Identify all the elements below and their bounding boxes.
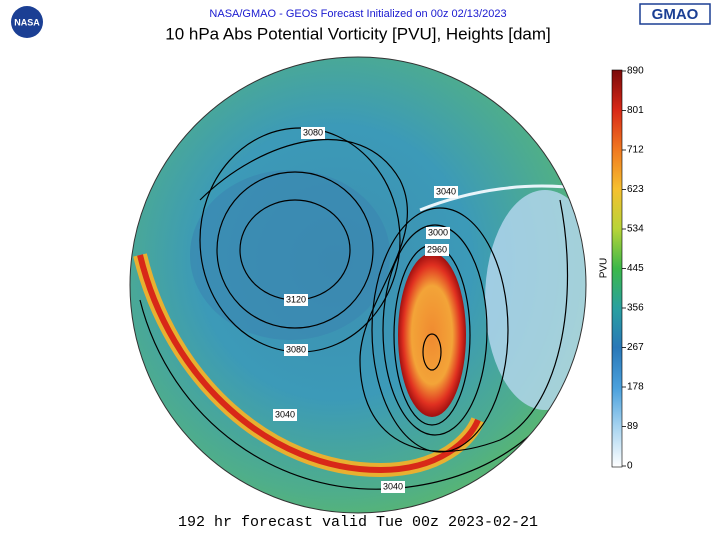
gmao-logo — [639, 3, 711, 25]
contour-label: 3040 — [436, 186, 456, 196]
label-bg — [425, 244, 449, 256]
colorbar-tick-label: 89 — [627, 421, 639, 432]
nasa-logo — [11, 6, 43, 38]
logo-text: NASA — [14, 17, 40, 27]
label-bg — [301, 127, 325, 139]
logo-text: GMAO — [652, 6, 699, 23]
colorbar-tick-label: 623 — [627, 184, 644, 195]
colorbar-tick-label: 356 — [627, 303, 644, 314]
map-field — [130, 57, 586, 513]
contour-label: 3040 — [383, 481, 403, 491]
label-bg — [434, 186, 458, 198]
contour-label: 2960 — [427, 244, 447, 254]
colorbar-tick-label: 534 — [627, 224, 644, 235]
source-line: NASA/GMAO - GEOS Forecast Initialized on… — [209, 8, 506, 20]
map-title: 10 hPa Abs Potential Vorticity [PVU], He… — [165, 24, 551, 43]
map-border — [129, 56, 587, 514]
colorbar-tick-label: 178 — [627, 382, 644, 393]
contour-label: 3120 — [286, 294, 306, 304]
colorbar-tick-label: 0 — [627, 461, 633, 472]
colorbar-tick-label: 445 — [627, 263, 644, 274]
colorbar-tick-label: 801 — [627, 105, 644, 116]
label-bg — [273, 409, 297, 421]
label-bg — [284, 294, 308, 306]
colorbar-label: PVU — [599, 258, 610, 279]
colorbar-tick-label: 712 — [627, 145, 644, 156]
contour-label: 3040 — [275, 409, 295, 419]
colorbar-tick-label: 890 — [627, 66, 644, 77]
contour-label: 3000 — [428, 227, 448, 237]
label-bg — [426, 227, 450, 239]
colorbar — [611, 69, 623, 468]
contour-label: 3080 — [286, 344, 306, 354]
valid-time: 192 hr forecast valid Tue 00z 2023-02-21 — [178, 514, 538, 531]
label-bg — [381, 481, 405, 493]
label-bg — [284, 344, 308, 356]
contour-label: 3080 — [303, 127, 323, 137]
colorbar-tick-label: 267 — [627, 342, 644, 353]
